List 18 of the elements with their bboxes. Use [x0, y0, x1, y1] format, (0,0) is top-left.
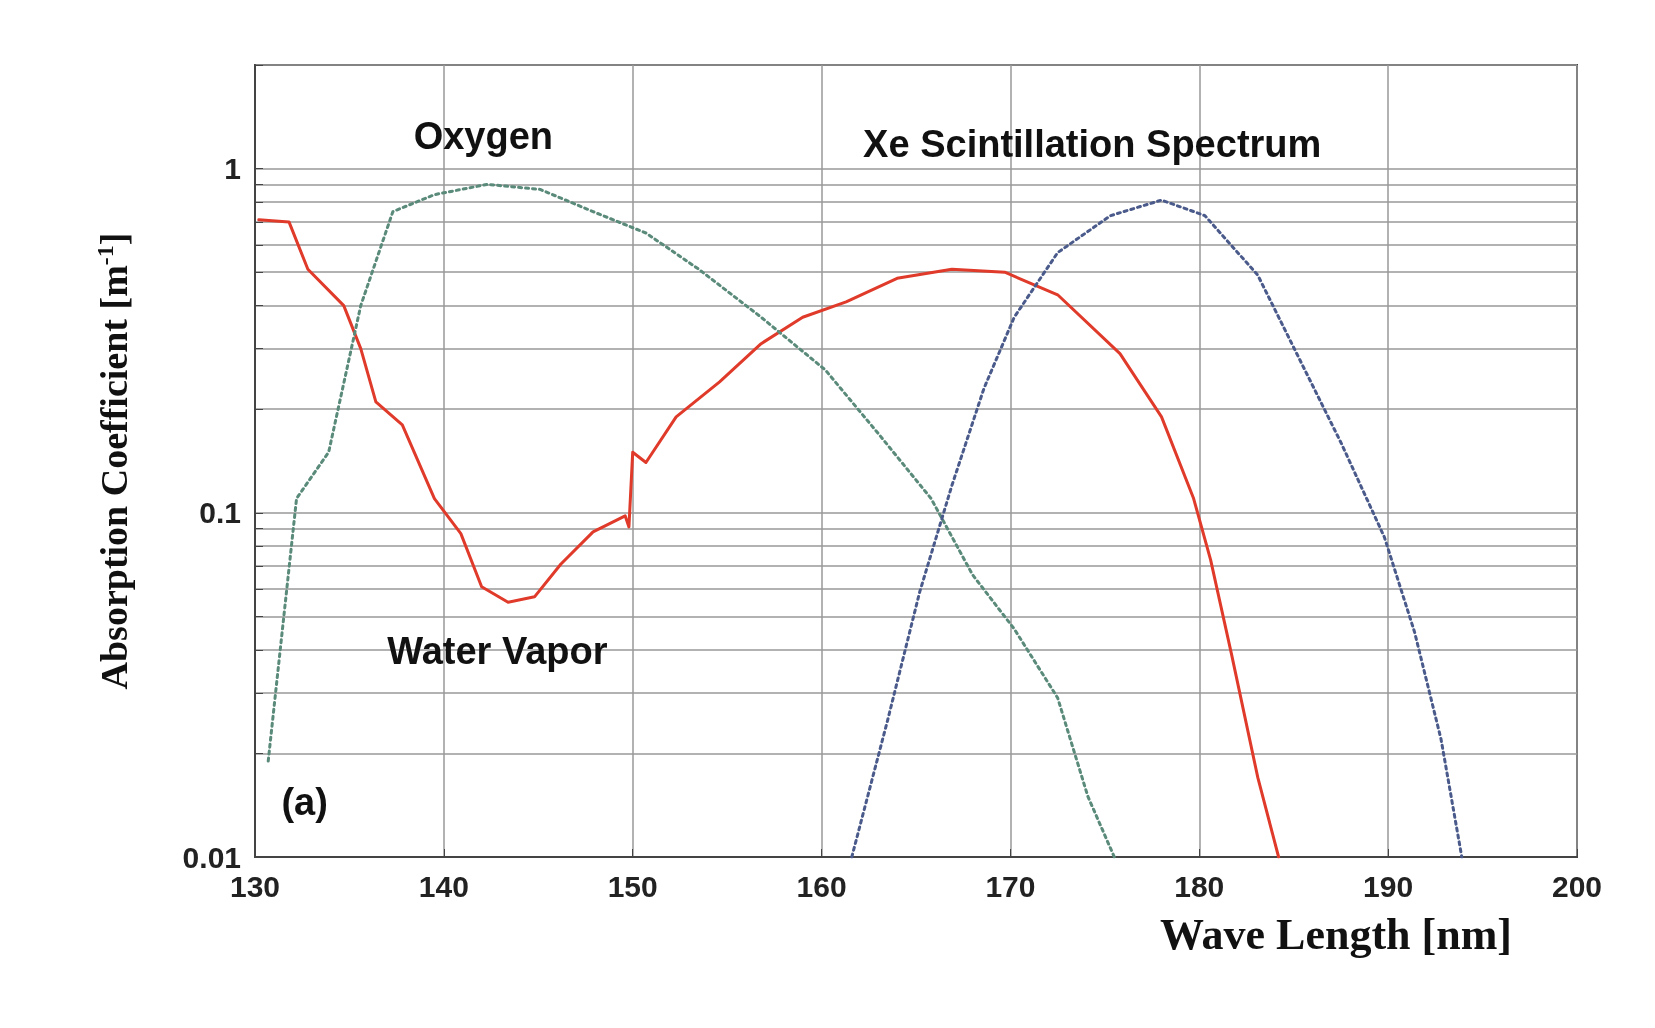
annotation: Xe Scintillation Spectrum [863, 123, 1322, 166]
x-tick-label: 200 [1551, 869, 1603, 903]
x-axis-title: Wave Length [nm] [1160, 909, 1512, 959]
line-series [257, 218, 1281, 859]
x-tick-label: 180 [1174, 869, 1225, 903]
annotation: Oxygen [413, 115, 554, 158]
y-tick-label: 1 [224, 152, 241, 186]
x-tick-label: 160 [796, 869, 847, 903]
y-tick-label: 0.1 [199, 496, 241, 530]
line-series [850, 198, 1464, 859]
y-axis-title: Absorption Coefficient [m-1] [92, 232, 135, 690]
x-tick-label: 150 [607, 869, 658, 903]
x-tick-label: 190 [1363, 869, 1414, 903]
x-tick-label: 140 [418, 869, 469, 903]
annotation: Water Vapor [387, 630, 608, 673]
line-series [266, 182, 1116, 859]
x-tick-label: 170 [985, 869, 1036, 903]
annotation: (a) [281, 780, 328, 823]
